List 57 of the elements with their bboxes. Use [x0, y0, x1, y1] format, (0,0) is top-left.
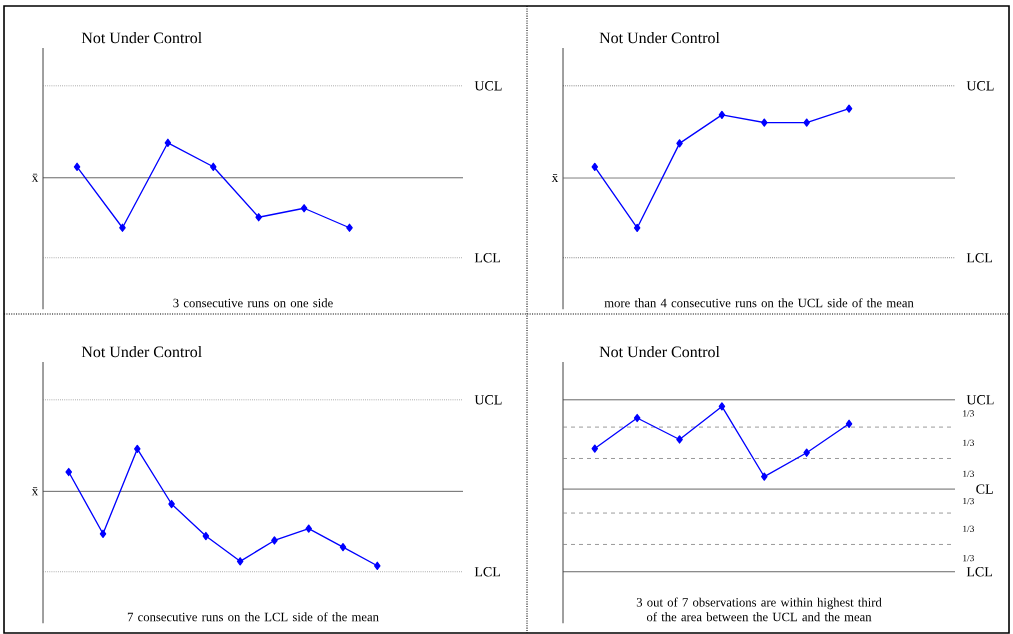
text: 1/3: [963, 497, 974, 505]
point: [591, 162, 599, 172]
ref-line-label: LCL: [474, 567, 500, 577]
text: 1/3: [963, 554, 974, 562]
point: [134, 444, 141, 454]
point: [803, 448, 810, 457]
ref-line-label: LCL: [966, 253, 992, 263]
ref-line-label: UCL: [966, 395, 994, 405]
point: [300, 204, 308, 213]
ref-line-label: UCL: [474, 395, 502, 405]
y-axis-title: x̄: [31, 487, 39, 496]
point: [305, 524, 312, 533]
point: [168, 499, 175, 509]
point: [676, 139, 683, 148]
point: [236, 557, 244, 566]
point: [65, 467, 72, 477]
point: [119, 223, 126, 232]
ref-line-label: UCL: [474, 81, 502, 91]
point: [99, 529, 107, 538]
ref-line-label: LCL: [474, 253, 500, 263]
ref-line-label: LCL: [966, 567, 992, 577]
chart-title: Not Under Control: [81, 32, 202, 44]
chart-title: Not Under Control: [599, 32, 720, 44]
text: 7 consecutive runs on the LCL side of the mean: [127, 612, 379, 622]
y-axis-title: x̄: [551, 174, 559, 183]
text: 1/3: [963, 525, 974, 532]
chart-title: Not Under Control: [599, 346, 720, 358]
point: [633, 413, 641, 423]
point: [202, 531, 210, 541]
text: 3 consecutive runs on one side: [173, 298, 333, 308]
point: [718, 402, 726, 411]
point: [591, 444, 599, 453]
point: [339, 543, 347, 552]
point: [271, 536, 278, 545]
point: [718, 110, 726, 120]
point: [633, 223, 641, 233]
ref-line-label: CL: [976, 484, 993, 494]
point: [803, 118, 810, 127]
point: [374, 561, 381, 570]
point: [845, 419, 853, 428]
y-axis-title: x̄: [31, 173, 39, 182]
ref-line-label: UCL: [966, 81, 994, 91]
point: [346, 223, 353, 232]
point: [164, 138, 172, 147]
text: 3 out of 7 observations are within highest third of the area between the UCL and the mean: [636, 597, 882, 622]
point: [210, 162, 217, 171]
text: 1/3: [963, 470, 974, 477]
chart-title: Not Under Control: [81, 346, 202, 358]
point: [845, 104, 853, 113]
point: [761, 472, 768, 481]
text: more than 4 consecutive runs on the UCL side of the mean: [604, 298, 914, 308]
point: [761, 118, 768, 127]
point: [73, 162, 81, 171]
point: [676, 435, 683, 444]
point: [255, 213, 262, 222]
text: 1/3: [963, 410, 974, 417]
text: 1/3: [963, 439, 974, 446]
